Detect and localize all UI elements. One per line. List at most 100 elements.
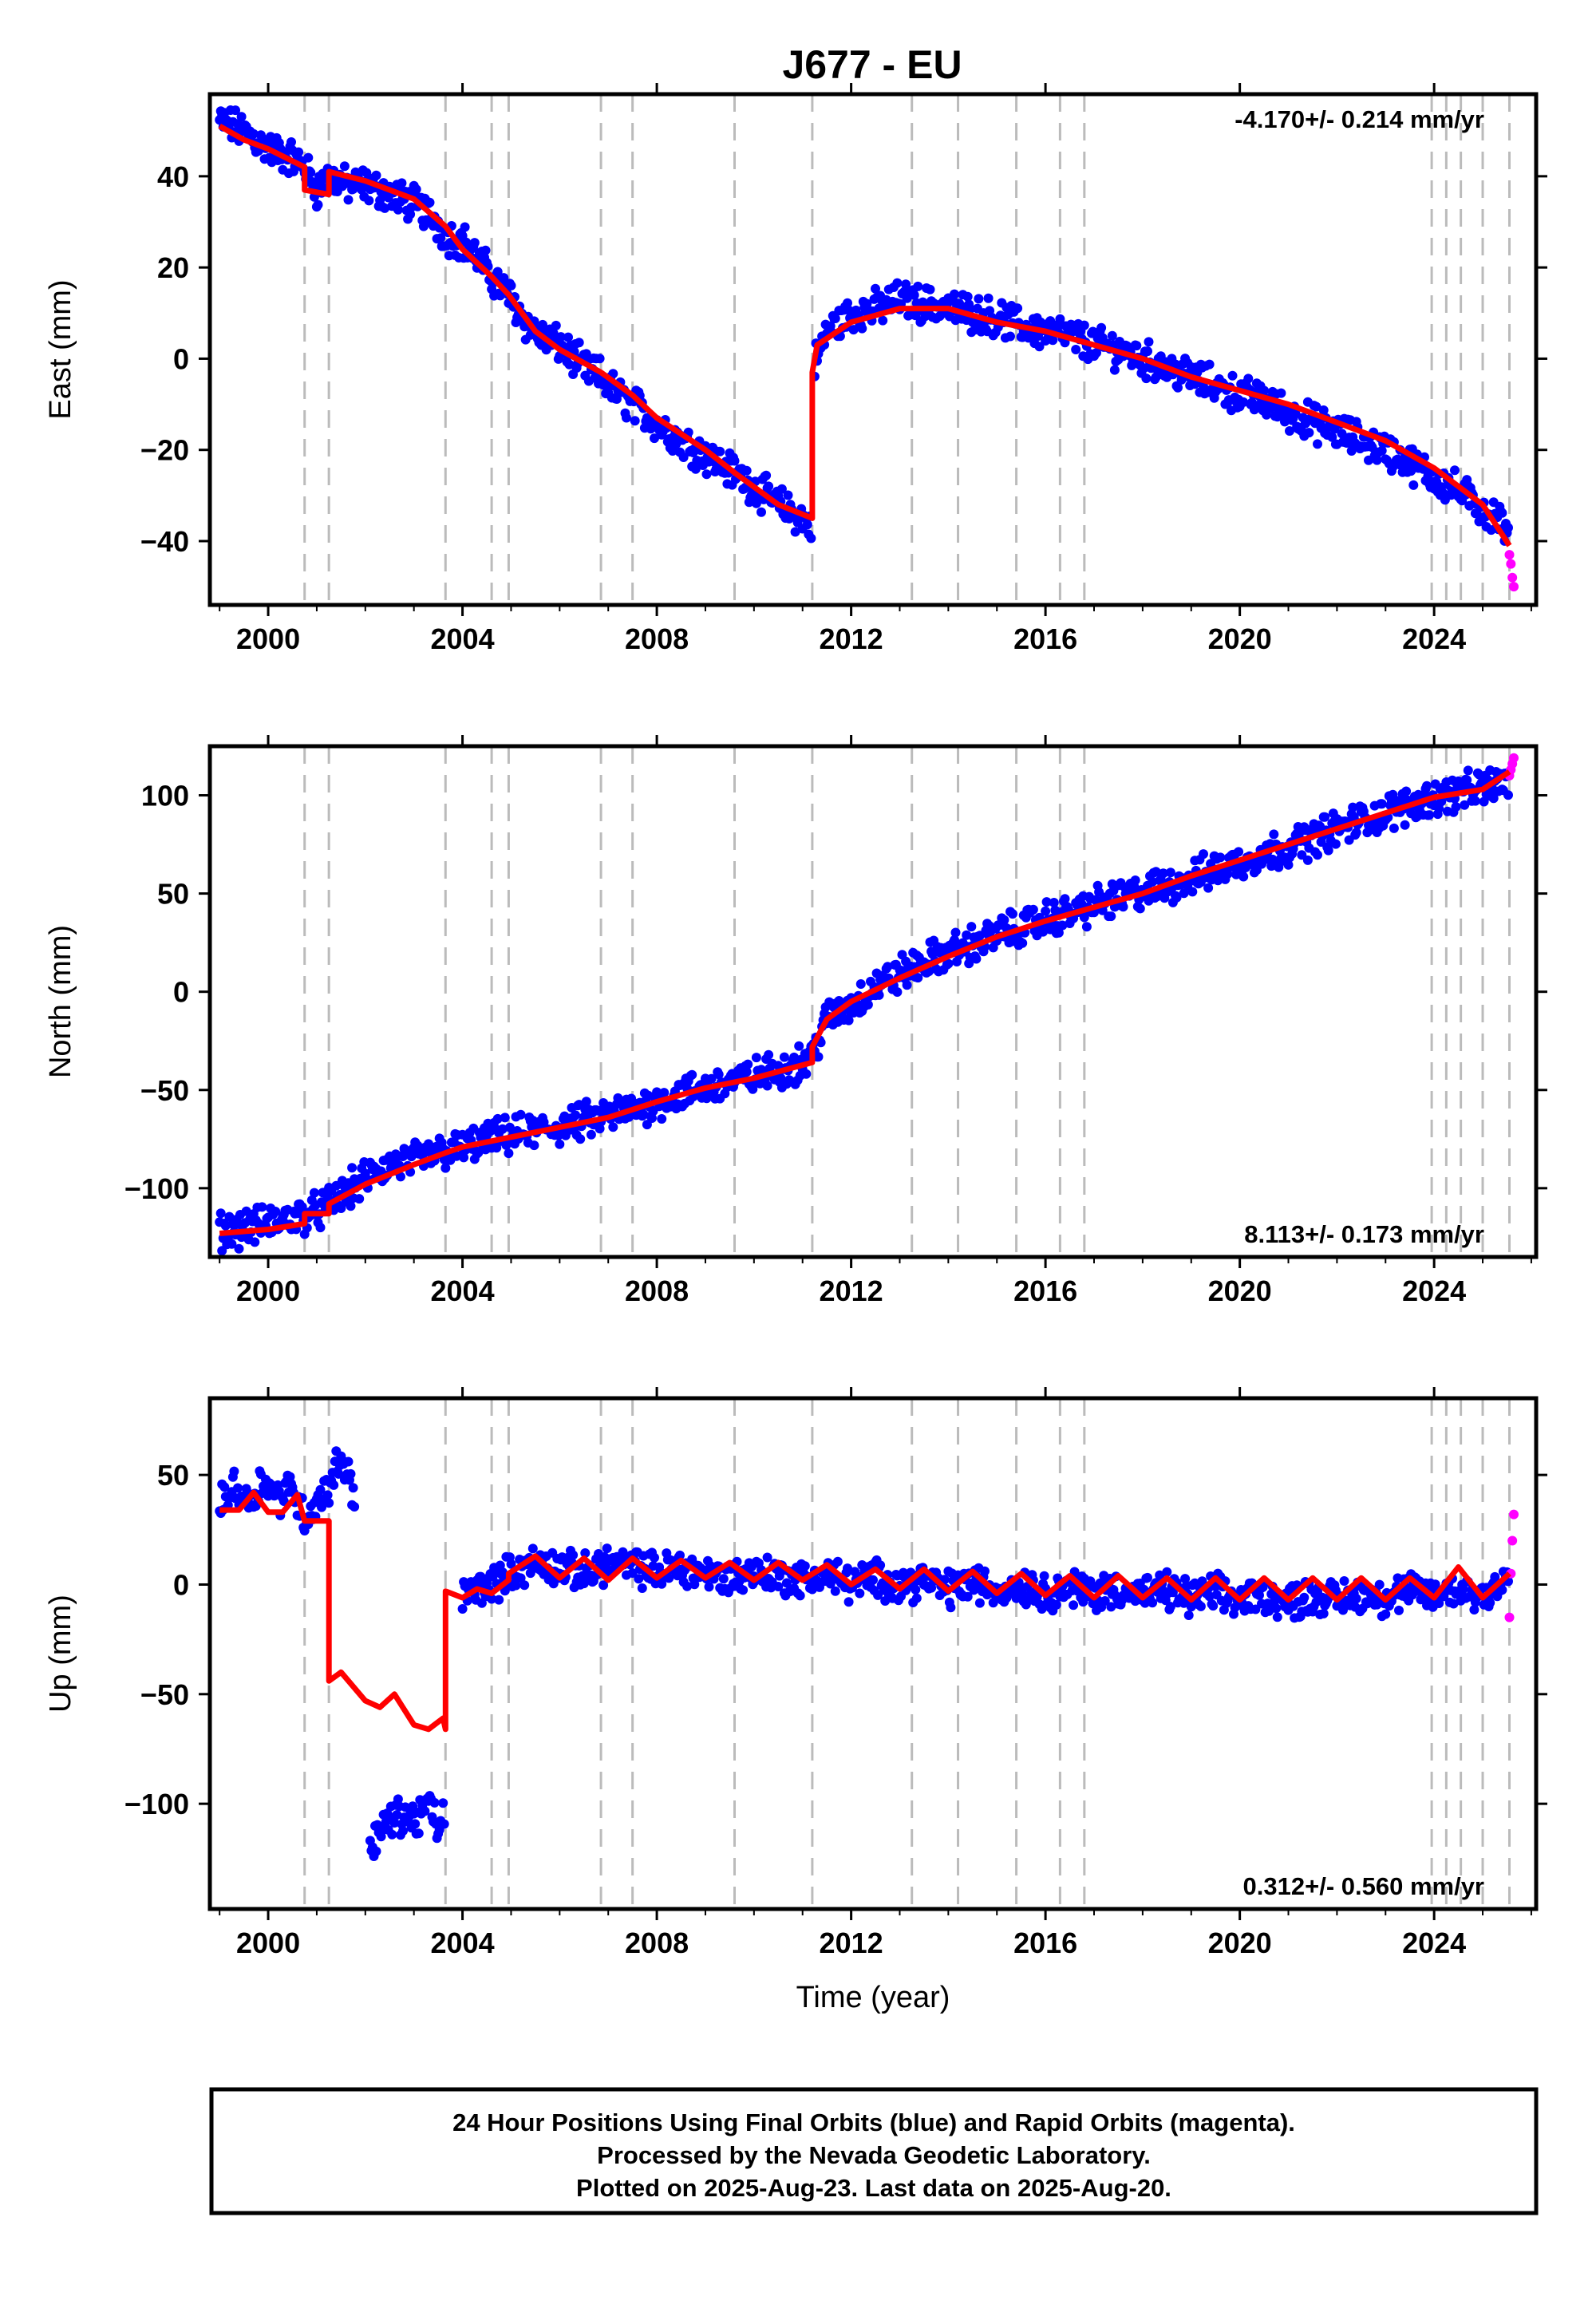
east-data-point [436, 233, 446, 243]
north-data-point [1234, 847, 1244, 857]
up-data-point [401, 1802, 410, 1812]
east-data-point [574, 338, 584, 348]
east-data-point [361, 168, 372, 178]
east-data-point [776, 484, 787, 494]
north-data-point [1388, 789, 1398, 800]
north-data-point [586, 1129, 596, 1140]
east-data-point [667, 446, 678, 456]
east-ytick-label: 0 [173, 342, 189, 375]
east-data-point [715, 446, 725, 456]
east-data-point [1144, 337, 1154, 347]
east-data-point [1372, 455, 1382, 465]
east-data-point [871, 283, 880, 294]
east-data-point [622, 413, 631, 423]
north-rate-label: 8.113+/- 0.173 mm/yr [1244, 1220, 1484, 1248]
east-data-point [783, 490, 793, 500]
up-data-point [1250, 1604, 1261, 1614]
up-data-point [843, 1563, 852, 1574]
east-rate-label: -4.170+/- 0.214 mm/yr [1235, 105, 1484, 133]
north-data-point [638, 1109, 649, 1120]
north-data-point [874, 990, 884, 1000]
east-data-point [950, 289, 959, 299]
up-data-point [1430, 1579, 1440, 1590]
up-rapid-point [1504, 1612, 1515, 1622]
east-data-point [563, 332, 573, 342]
up-data-point [343, 1456, 354, 1467]
up-data-point [795, 1591, 805, 1601]
north-data-point [863, 999, 873, 1010]
north-data-point [1187, 887, 1198, 897]
north-data-point [1118, 902, 1128, 912]
north-ytick-label: −50 [140, 1074, 189, 1107]
east-rapid-point [1504, 550, 1515, 560]
up-data-point [334, 1468, 344, 1479]
north-data-point [950, 927, 961, 938]
north-ytick-label: −100 [124, 1172, 189, 1205]
east-data-point [303, 152, 314, 163]
north-data-point [1238, 871, 1249, 882]
east-data-point [650, 433, 659, 444]
east-data-point [857, 323, 867, 334]
east-data-point [611, 394, 622, 404]
north-data-point [271, 1207, 281, 1216]
up-data-point [1338, 1605, 1348, 1615]
north-xtick-label: 2024 [1402, 1275, 1466, 1307]
up-data-point [962, 1591, 973, 1602]
up-data-point [371, 1846, 381, 1856]
north-data-point [516, 1109, 526, 1120]
east-data-point [757, 507, 766, 517]
east-data-point [701, 469, 712, 480]
east-data-point [1071, 345, 1081, 354]
north-xtick-label: 2012 [820, 1275, 883, 1307]
up-data-point [1374, 1579, 1385, 1590]
east-data-point [830, 314, 840, 323]
up-data-point [1497, 1585, 1507, 1595]
east-data-point [678, 453, 689, 462]
north-data-point [581, 1097, 591, 1107]
east-xtick-label: 2008 [625, 622, 689, 655]
up-data-point [1162, 1567, 1172, 1577]
north-data-point [776, 1073, 786, 1083]
east-data-point [380, 203, 390, 213]
up-model-fit-line [219, 1489, 1511, 1733]
east-data-point [729, 456, 740, 466]
north-data-point [1179, 888, 1189, 899]
north-data-point [224, 1211, 235, 1222]
north-data-point [1348, 802, 1358, 812]
east-data-point [802, 520, 812, 530]
north-data-point [741, 1067, 752, 1077]
up-ytick-label: 50 [157, 1459, 189, 1492]
east-data-point [1276, 388, 1286, 398]
east-data-point [1238, 397, 1249, 407]
north-frame [207, 744, 1539, 1259]
east-model-fit-line [218, 123, 1512, 547]
north-data-point [220, 1220, 231, 1231]
north-data-point [999, 915, 1009, 925]
east-data-point [506, 280, 516, 290]
east-data-point [393, 204, 403, 215]
north-data-point [1028, 904, 1038, 915]
up-ytick-label: −50 [140, 1678, 189, 1711]
up-rate-label: 0.312+/- 0.560 mm/yr [1243, 1872, 1484, 1900]
north-data-point [227, 1239, 237, 1249]
east-data-point [1318, 405, 1329, 415]
up-data-point [348, 1483, 358, 1493]
up-data-point [773, 1582, 784, 1591]
up-data-point [1195, 1601, 1206, 1611]
north-data-point [855, 979, 866, 989]
north-data-point [892, 987, 903, 997]
up-data-point [627, 1568, 638, 1578]
up-data-point [911, 1584, 921, 1595]
east-data-point [843, 298, 852, 308]
north-data-point [1401, 786, 1412, 796]
up-data-point [830, 1586, 840, 1596]
east-data-point [913, 281, 923, 291]
up-data-point [1165, 1602, 1175, 1612]
up-final-orbit-points [215, 1446, 1513, 1861]
east-data-point [595, 354, 605, 364]
north-data-point [315, 1223, 326, 1233]
north-data-point [943, 958, 954, 969]
east-data-point [499, 273, 509, 283]
up-data-point [911, 1593, 922, 1603]
